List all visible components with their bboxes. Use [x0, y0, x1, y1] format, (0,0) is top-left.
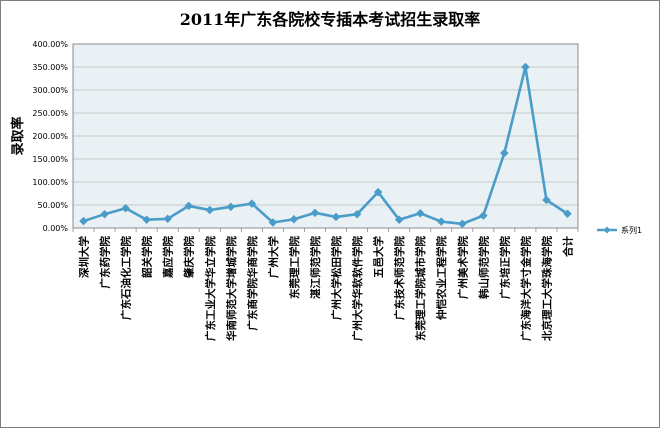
y-tick-label: 350.00%: [32, 63, 68, 72]
data-point: [331, 212, 341, 222]
data-point: [521, 62, 530, 72]
y-tick-label: 150.00%: [32, 155, 68, 164]
x-tick-label: 五邑大学: [372, 236, 385, 278]
x-tick-label: 东莞理工学院城市学院: [414, 236, 427, 341]
x-tick-label: 广州美术学院: [456, 236, 469, 299]
legend-marker: [603, 226, 611, 234]
y-tick-label: 400.00%: [32, 40, 68, 49]
data-point: [205, 205, 215, 215]
x-tick-label: 广东工业大学华立学院: [204, 236, 217, 341]
data-point: [79, 216, 88, 226]
data-point: [247, 199, 257, 208]
data-point: [310, 208, 320, 218]
chart-title: 2011年广东各院校专插本考试招生录取率: [180, 10, 481, 29]
data-point: [478, 211, 488, 220]
data-point: [542, 195, 551, 205]
x-tick-label: 深圳大学: [78, 236, 91, 278]
data-point: [352, 209, 362, 219]
data-point: [289, 214, 299, 224]
legend-label: 系列1: [621, 225, 642, 235]
x-tick-label: 湛江师范学院: [309, 236, 322, 299]
y-tick-label: 250.00%: [32, 109, 68, 118]
data-point: [415, 208, 425, 218]
x-tick-label: 韶关学院: [141, 236, 154, 278]
y-tick-label: 100.00%: [32, 178, 68, 187]
x-tick-label: 广东技术师范学院: [393, 236, 406, 320]
x-tick-label: 东莞理工学院: [288, 236, 301, 299]
y-tick-label: 200.00%: [32, 132, 68, 141]
plot-area: 0.00% 50.00% 100.00% 150.00% 200.00% 250.00% 3…: [32, 40, 579, 341]
y-tick-label: 50.00%: [37, 201, 68, 210]
data-point: [163, 214, 173, 224]
x-tick-label: 广东石油化工学院: [120, 236, 133, 320]
x-tick-label: 嘉应学院: [162, 236, 175, 279]
data-point: [268, 218, 278, 227]
x-tick-label: 广州大学: [267, 236, 280, 278]
x-tick-label: 华南师范大学增城学院: [225, 236, 238, 341]
x-tick-label: 广州大学华软软件学院: [351, 236, 364, 341]
data-point: [500, 148, 509, 158]
y-tick-label: 0.00%: [43, 224, 69, 233]
data-point: [142, 215, 151, 225]
data-point: [184, 201, 194, 211]
x-tick-label: 广东培正学院: [498, 236, 511, 299]
x-tick-label: 广东商学院华商学院: [246, 236, 259, 331]
data-point: [121, 203, 130, 213]
x-tick-label: 合计: [561, 236, 574, 258]
x-tick-label: 韩山师范学院: [477, 236, 490, 299]
data-point: [226, 202, 236, 212]
data-point: [100, 209, 109, 219]
data-point: [563, 209, 572, 219]
y-axis-label: 录取率: [10, 116, 26, 155]
legend: 系列1: [597, 225, 642, 235]
x-tick-label: 北京理工大学珠海学院: [540, 236, 553, 341]
x-tick-label: 肇庆学院: [183, 236, 196, 279]
x-tick-label: 广州大学松田学院: [330, 236, 343, 320]
data-point: [436, 217, 446, 226]
data-point: [457, 219, 467, 229]
data-point: [373, 187, 383, 197]
y-tick-label: 300.00%: [32, 86, 68, 95]
data-point: [394, 215, 404, 225]
x-tick-label: 广东海洋大学寸金学院: [519, 236, 532, 341]
x-tick-label: 广东药学院: [99, 236, 112, 289]
x-tick-label: 仲恺农业工程学院: [435, 236, 448, 320]
